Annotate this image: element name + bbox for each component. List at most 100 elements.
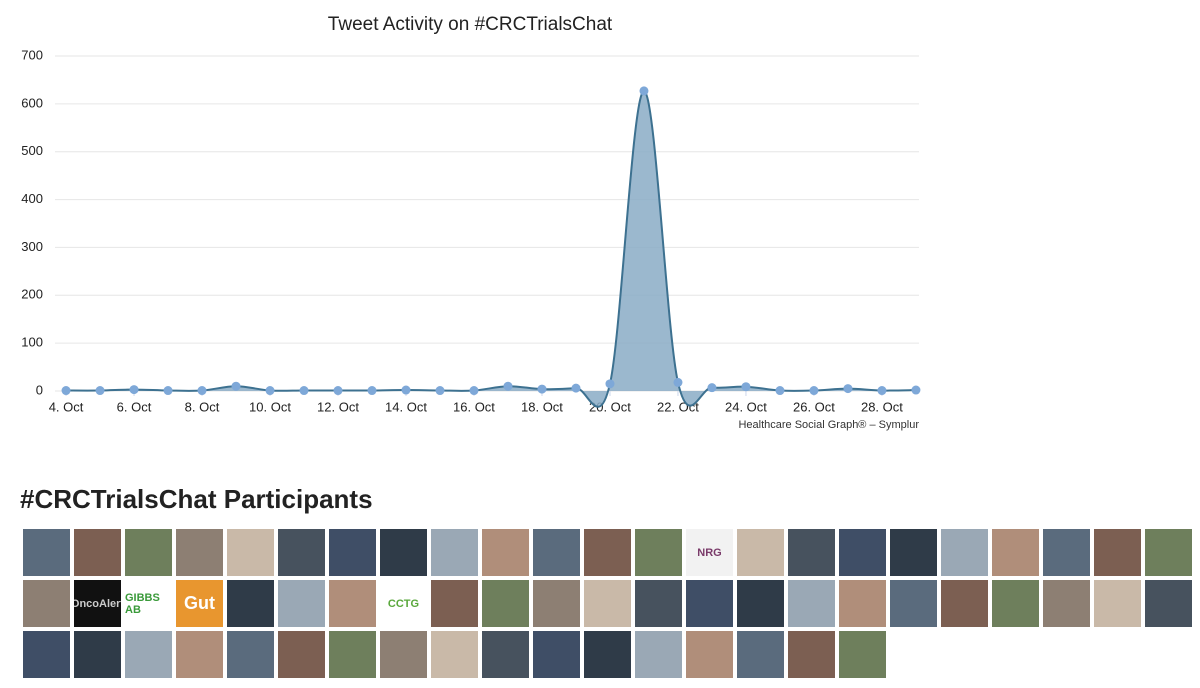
participant-avatar[interactable] [482,631,529,678]
point [163,386,173,396]
x-tick-label: 12. Oct [317,399,359,414]
participant-avatar[interactable]: Gut [176,580,223,627]
x-tick-label: 24. Oct [725,399,767,414]
y-tick-label: 400 [21,191,43,206]
participant-avatar[interactable] [737,631,784,678]
participant-avatar[interactable] [686,631,733,678]
participant-avatar[interactable] [941,529,988,576]
participant-avatar[interactable] [839,580,886,627]
participant-avatar[interactable] [635,529,682,576]
participant-avatar[interactable] [941,580,988,627]
participant-avatar[interactable] [533,529,580,576]
participant-avatar[interactable] [533,631,580,678]
point [333,386,343,396]
area [66,90,916,407]
participant-avatar[interactable] [125,631,172,678]
participant-avatar[interactable] [584,580,631,627]
participant-avatar[interactable] [1043,580,1090,627]
participant-avatar[interactable] [992,529,1039,576]
participant-avatar[interactable] [1094,580,1141,627]
participant-avatar[interactable] [227,580,274,627]
x-tick-label: 14. Oct [385,399,427,414]
participant-avatar[interactable] [278,580,325,627]
participant-avatar[interactable] [329,529,376,576]
participant-avatar[interactable] [584,631,631,678]
participant-avatar[interactable]: CCTG [380,580,427,627]
participant-avatar[interactable] [737,580,784,627]
participant-avatar[interactable] [176,529,223,576]
participant-avatar[interactable] [329,580,376,627]
point [469,386,479,396]
participant-avatar[interactable] [23,631,70,678]
participant-avatar[interactable] [788,529,835,576]
point [129,385,139,395]
participant-avatar[interactable] [227,529,274,576]
point [775,386,785,396]
point [673,377,683,387]
participant-avatar[interactable] [176,631,223,678]
x-tick-label: 6. Oct [117,399,152,414]
participant-avatar[interactable] [278,631,325,678]
point [707,383,717,393]
participant-avatar[interactable] [482,529,529,576]
participant-avatar[interactable] [584,529,631,576]
participant-avatar[interactable] [1145,580,1192,627]
participant-avatar[interactable] [1043,529,1090,576]
participant-avatar[interactable] [431,631,478,678]
participant-avatar[interactable] [1094,529,1141,576]
participant-avatar[interactable] [380,631,427,678]
point [571,383,581,393]
y-tick-label: 700 [21,47,43,62]
point [741,382,751,392]
participant-avatar[interactable] [788,631,835,678]
participant-avatar[interactable] [23,529,70,576]
participant-avatar[interactable] [992,580,1039,627]
participant-avatar[interactable] [227,631,274,678]
participant-avatar[interactable] [788,580,835,627]
participant-avatar[interactable] [686,580,733,627]
y-tick-label: 300 [21,239,43,254]
participant-avatar[interactable] [23,580,70,627]
y-tick-label: 500 [21,143,43,158]
participant-avatar[interactable]: GIBBS AB [125,580,172,627]
participant-avatar[interactable] [380,529,427,576]
y-tick-label: 100 [21,335,43,350]
participant-avatar[interactable] [890,580,937,627]
chart-title: Tweet Activity on #CRCTrialsChat [328,14,613,35]
point [877,386,887,396]
participant-avatar[interactable] [74,529,121,576]
participant-avatar[interactable]: NRG [686,529,733,576]
participant-avatar[interactable] [482,580,529,627]
participant-avatar[interactable] [737,529,784,576]
participant-avatar[interactable] [431,529,478,576]
participant-avatar[interactable] [74,631,121,678]
y-tick-label: 200 [21,287,43,302]
participant-avatar[interactable] [635,580,682,627]
point [95,386,105,396]
participant-avatar[interactable] [278,529,325,576]
point [401,385,411,395]
participant-avatar[interactable] [431,580,478,627]
participant-avatar[interactable] [839,631,886,678]
participant-avatar[interactable] [533,580,580,627]
point [265,386,275,396]
y-tick-label: 600 [21,95,43,110]
x-tick-label: 28. Oct [861,399,903,414]
participant-avatar[interactable] [890,529,937,576]
point [61,386,71,396]
participant-avatar[interactable] [329,631,376,678]
participant-avatar[interactable] [635,631,682,678]
point [537,384,547,394]
point [911,385,921,395]
x-tick-label: 26. Oct [793,399,835,414]
participant-avatar[interactable] [125,529,172,576]
participant-avatar[interactable]: OncoAlert [74,580,121,627]
point [367,386,377,396]
participant-avatar[interactable] [839,529,886,576]
point [299,386,309,396]
point [503,381,513,391]
participant-avatar[interactable] [1145,529,1192,576]
point [605,379,615,389]
point [231,381,241,391]
point [639,86,649,96]
